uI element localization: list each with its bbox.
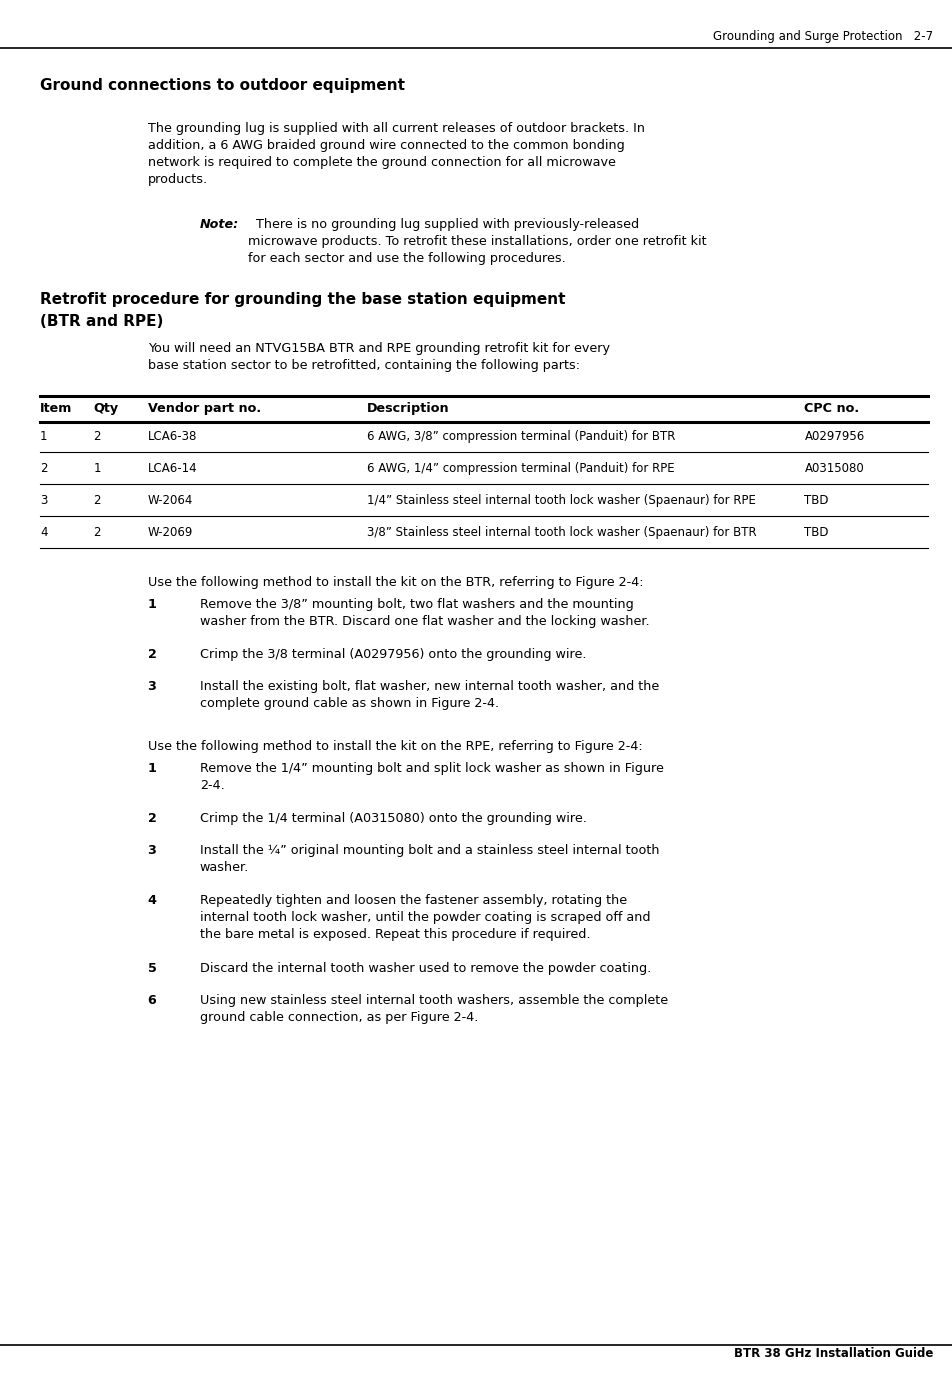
Text: Note:: Note: (200, 218, 239, 230)
Text: 1: 1 (148, 597, 156, 611)
Text: 2: 2 (148, 812, 156, 825)
Text: 1: 1 (148, 761, 156, 775)
Text: 6: 6 (148, 994, 156, 1007)
Text: 2: 2 (93, 494, 101, 506)
Text: Remove the 3/8” mounting bolt, two flat washers and the mounting
washer from the: Remove the 3/8” mounting bolt, two flat … (200, 597, 649, 627)
Text: W-2064: W-2064 (148, 494, 193, 506)
Text: 1: 1 (93, 462, 101, 474)
Text: 6 AWG, 1/4” compression terminal (Panduit) for RPE: 6 AWG, 1/4” compression terminal (Pandui… (367, 462, 674, 474)
Text: 3: 3 (40, 494, 48, 506)
Text: Crimp the 1/4 terminal (A0315080) onto the grounding wire.: Crimp the 1/4 terminal (A0315080) onto t… (200, 812, 586, 825)
Text: 4: 4 (40, 525, 48, 539)
Text: Crimp the 3/8 terminal (A0297956) onto the grounding wire.: Crimp the 3/8 terminal (A0297956) onto t… (200, 648, 586, 661)
Text: 3/8” Stainless steel internal tooth lock washer (Spaenaur) for BTR: 3/8” Stainless steel internal tooth lock… (367, 525, 756, 539)
Text: LCA6-38: LCA6-38 (148, 430, 197, 443)
Text: Discard the internal tooth washer used to remove the powder coating.: Discard the internal tooth washer used t… (200, 961, 651, 975)
Text: You will need an NTVG15BA BTR and RPE grounding retrofit kit for every
base stat: You will need an NTVG15BA BTR and RPE gr… (148, 342, 609, 371)
Text: TBD: TBD (804, 525, 829, 539)
Text: Retrofit procedure for grounding the base station equipment: Retrofit procedure for grounding the bas… (40, 291, 565, 306)
Text: The grounding lug is supplied with all current releases of outdoor brackets. In
: The grounding lug is supplied with all c… (148, 121, 645, 186)
Text: 2: 2 (40, 462, 48, 474)
Text: A0315080: A0315080 (804, 462, 864, 474)
Text: Item: Item (40, 401, 72, 415)
Text: Ground connections to outdoor equipment: Ground connections to outdoor equipment (40, 77, 405, 92)
Text: CPC no.: CPC no. (804, 401, 860, 415)
Text: 1/4” Stainless steel internal tooth lock washer (Spaenaur) for RPE: 1/4” Stainless steel internal tooth lock… (367, 494, 755, 506)
Text: A0297956: A0297956 (804, 430, 864, 443)
Text: 6 AWG, 3/8” compression terminal (Panduit) for BTR: 6 AWG, 3/8” compression terminal (Pandui… (367, 430, 675, 443)
Text: Use the following method to install the kit on the RPE, referring to Figure 2-4:: Use the following method to install the … (148, 739, 643, 753)
Text: 5: 5 (148, 961, 156, 975)
Text: TBD: TBD (804, 494, 829, 506)
Text: Qty: Qty (93, 401, 118, 415)
Text: Vendor part no.: Vendor part no. (148, 401, 261, 415)
Text: Install the existing bolt, flat washer, new internal tooth washer, and the
compl: Install the existing bolt, flat washer, … (200, 680, 659, 710)
Text: Grounding and Surge Protection   2-7: Grounding and Surge Protection 2-7 (713, 30, 933, 43)
Text: 3: 3 (148, 680, 156, 692)
Text: 4: 4 (148, 894, 156, 906)
Text: 2: 2 (93, 525, 101, 539)
Text: Install the ¼” original mounting bolt and a stainless steel internal tooth
washe: Install the ¼” original mounting bolt an… (200, 844, 660, 873)
Text: (BTR and RPE): (BTR and RPE) (40, 313, 164, 328)
Text: Remove the 1/4” mounting bolt and split lock washer as shown in Figure
2-4.: Remove the 1/4” mounting bolt and split … (200, 761, 664, 792)
Text: Repeatedly tighten and loosen the fastener assembly, rotating the
internal tooth: Repeatedly tighten and loosen the fasten… (200, 894, 650, 940)
Text: 1: 1 (40, 430, 48, 443)
Text: Using new stainless steel internal tooth washers, assemble the complete
ground c: Using new stainless steel internal tooth… (200, 994, 668, 1023)
Text: BTR 38 GHz Installation Guide: BTR 38 GHz Installation Guide (734, 1347, 933, 1360)
Text: W-2069: W-2069 (148, 525, 193, 539)
Text: LCA6-14: LCA6-14 (148, 462, 197, 474)
Text: There is no grounding lug supplied with previously-released
microwave products. : There is no grounding lug supplied with … (248, 218, 706, 265)
Text: 2: 2 (148, 648, 156, 661)
Text: Use the following method to install the kit on the BTR, referring to Figure 2-4:: Use the following method to install the … (148, 575, 644, 589)
Text: 3: 3 (148, 844, 156, 856)
Text: Description: Description (367, 401, 449, 415)
Text: 2: 2 (93, 430, 101, 443)
